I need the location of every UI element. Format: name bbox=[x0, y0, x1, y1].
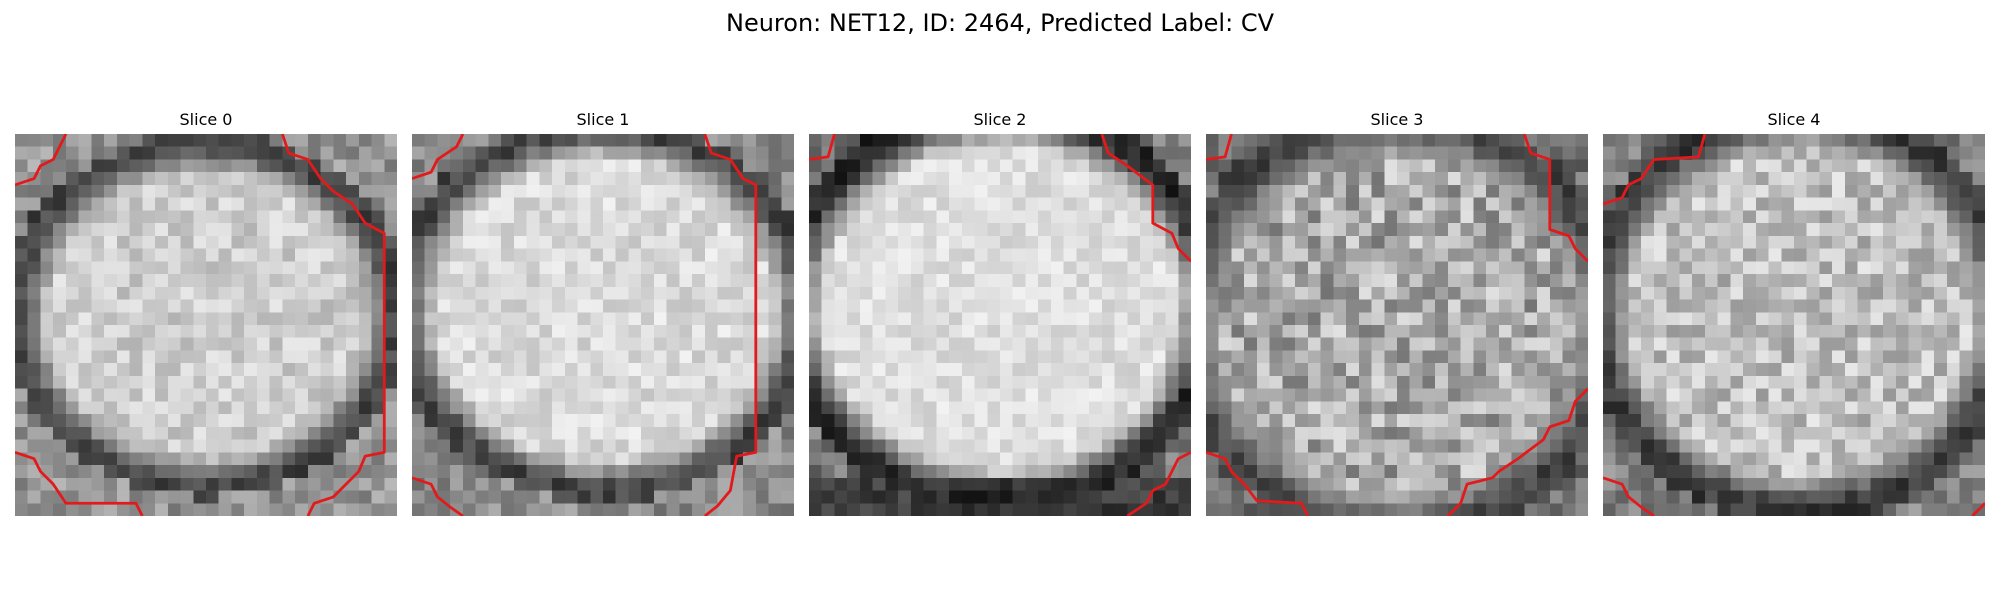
slice-image-4 bbox=[1603, 134, 1985, 516]
slice-image-2 bbox=[809, 134, 1191, 516]
slice-panel-1: Slice 1 bbox=[412, 108, 794, 518]
figure-title: Neuron: NET12, ID: 2464, Predicted Label… bbox=[726, 9, 1274, 37]
contour-line bbox=[1603, 476, 1655, 516]
contour-line bbox=[412, 476, 464, 516]
slice-image-1 bbox=[412, 134, 794, 516]
contour-line bbox=[15, 451, 144, 516]
slice-title-0: Slice 0 bbox=[179, 110, 233, 129]
contour-line bbox=[412, 134, 465, 180]
contour-line bbox=[1206, 451, 1310, 516]
contour-line bbox=[1603, 134, 1707, 206]
slice-panel-2: Slice 2 bbox=[809, 108, 1191, 518]
slice-panel-0: Slice 0 bbox=[15, 108, 397, 518]
contour-line bbox=[1126, 451, 1191, 516]
slice-title-4: Slice 4 bbox=[1767, 110, 1821, 129]
contour-line bbox=[1206, 134, 1233, 161]
contour-line bbox=[1971, 502, 1985, 516]
contour-line bbox=[281, 134, 386, 516]
contour-line bbox=[703, 134, 758, 516]
contour-line bbox=[1523, 134, 1588, 263]
slice-title-1: Slice 1 bbox=[576, 110, 630, 129]
contour-line bbox=[809, 134, 836, 161]
slice-image-0 bbox=[15, 134, 397, 516]
slice-title-3: Slice 3 bbox=[1370, 110, 1424, 129]
slice-title-2: Slice 2 bbox=[973, 110, 1027, 129]
contour-line bbox=[1100, 134, 1191, 263]
slice-panel-3: Slice 3 bbox=[1206, 108, 1588, 518]
contour-line bbox=[1446, 387, 1588, 516]
contour-line bbox=[15, 134, 68, 187]
slice-image-3 bbox=[1206, 134, 1588, 516]
slice-panel-4: Slice 4 bbox=[1603, 108, 1985, 518]
